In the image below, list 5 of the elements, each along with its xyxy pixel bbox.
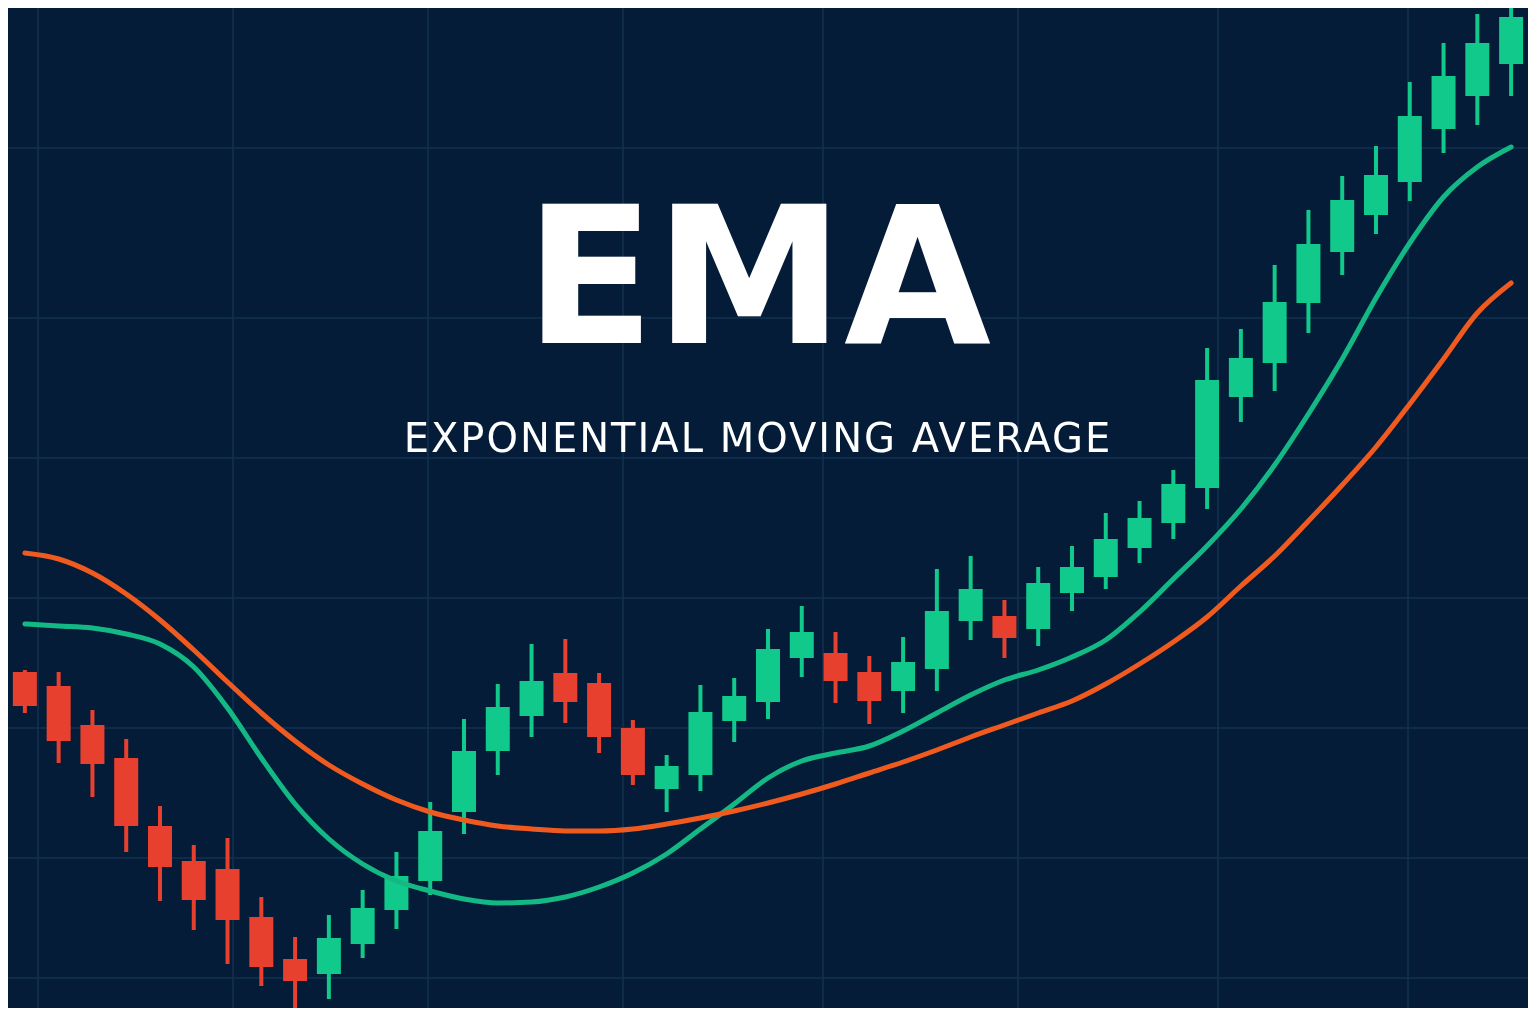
text: EMA [524,167,992,388]
candlestick [992,600,1017,658]
candlestick [283,937,308,1008]
text: EXPONENTIAL MOVING AVERAGE [402,414,1114,463]
candlestick [654,755,679,812]
